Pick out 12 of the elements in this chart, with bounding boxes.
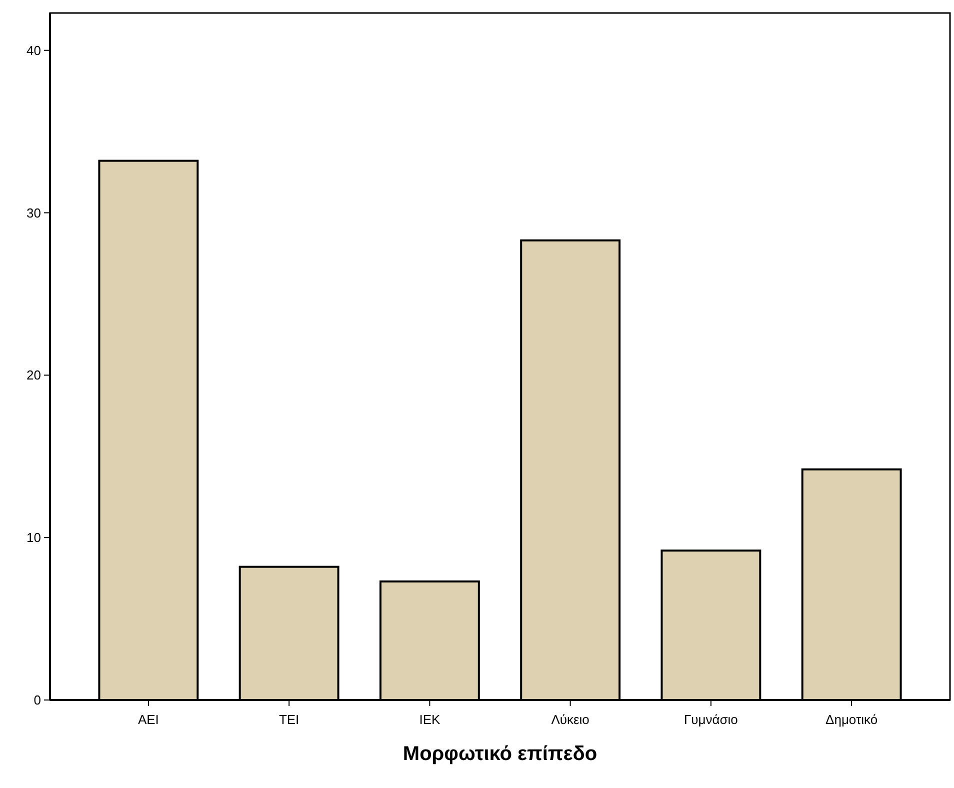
y-tick-label: 10	[26, 530, 41, 546]
y-tick-label: 40	[26, 42, 41, 58]
x-tick-label: ΑΕΙ	[138, 712, 159, 727]
x-tick-label: ΙΕΚ	[419, 712, 440, 727]
y-tick-label: 20	[26, 368, 41, 383]
y-tick-label: 0	[34, 692, 41, 708]
y-tick-label: 30	[26, 205, 41, 220]
x-tick-label: Δημοτικό	[826, 712, 878, 727]
x-tick-label: ΤΕΙ	[278, 712, 300, 727]
x-tick-label: Λύκειο	[551, 712, 590, 727]
x-axis-title: Μορφωτικό επίπεδο	[402, 743, 598, 765]
x-tick-label: Γυμνάσιο	[684, 712, 738, 727]
